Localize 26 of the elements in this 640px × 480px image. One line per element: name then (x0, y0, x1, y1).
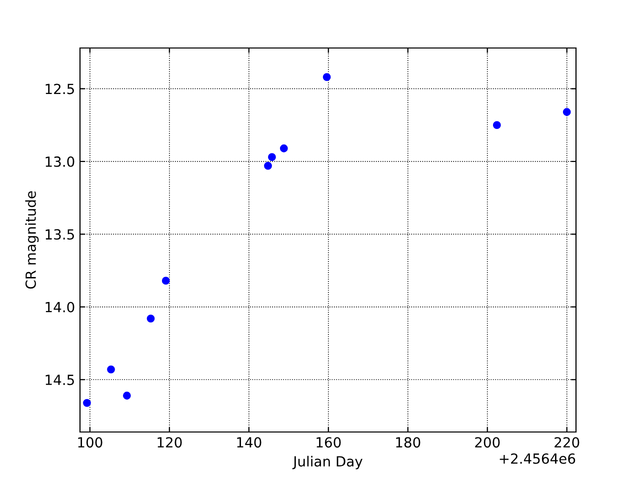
x-tick-label: 160 (316, 437, 341, 448)
x-tick-label: 200 (475, 437, 500, 448)
point (122, 392, 131, 400)
y-tick-label: 14.0 (46, 302, 74, 312)
point (322, 73, 331, 82)
x-tick-label: 220 (554, 437, 580, 448)
point (146, 314, 155, 322)
y-tick-label: 14.5 (46, 374, 74, 386)
x-tick-label: 100 (78, 437, 102, 448)
point (562, 108, 571, 116)
point (107, 366, 115, 374)
point (264, 162, 272, 170)
y-tick-label: 13.0 (46, 156, 74, 167)
point (492, 121, 501, 130)
y-axis-title: CR magnitude (25, 191, 39, 289)
x-tick-label: 140 (237, 437, 262, 448)
point (83, 398, 91, 407)
point (162, 276, 170, 285)
text: +2.4564e6 (500, 453, 576, 464)
point (280, 144, 288, 152)
point (268, 153, 276, 162)
y-tick-label: 13.5 (46, 229, 74, 240)
x-tick-label: 120 (158, 437, 182, 448)
x-tick-label: 180 (396, 437, 420, 448)
x-axis-title: Julian Day (292, 456, 362, 470)
y-tick-label: 12.5 (46, 84, 74, 94)
